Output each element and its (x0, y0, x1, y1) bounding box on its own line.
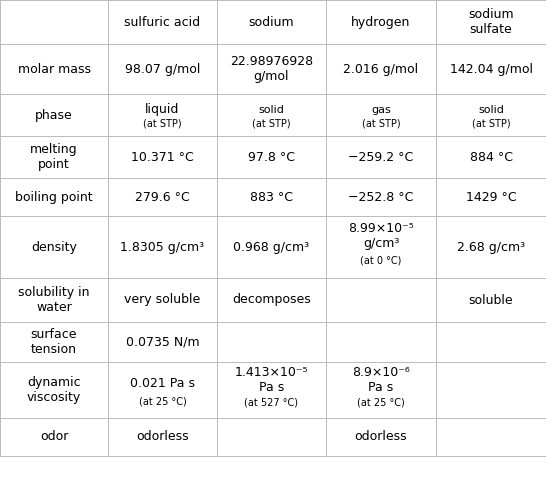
Text: 97.8 °C: 97.8 °C (248, 151, 295, 164)
Text: 98.07 g/mol: 98.07 g/mol (125, 63, 200, 76)
Text: (at STP): (at STP) (361, 119, 400, 128)
Text: soluble: soluble (468, 293, 513, 306)
Text: (at 527 °C): (at 527 °C) (245, 397, 299, 408)
Text: hydrogen: hydrogen (351, 15, 411, 29)
Text: 8.9×10⁻⁶
Pa s: 8.9×10⁻⁶ Pa s (352, 366, 410, 394)
Text: 884 °C: 884 °C (470, 151, 513, 164)
Text: −252.8 °C: −252.8 °C (348, 191, 414, 204)
Text: 1429 °C: 1429 °C (466, 191, 517, 204)
Text: 0.0735 N/m: 0.0735 N/m (126, 335, 199, 348)
Text: 2.68 g/cm³: 2.68 g/cm³ (457, 241, 525, 253)
Text: solid: solid (259, 105, 284, 115)
Text: 1.413×10⁻⁵
Pa s: 1.413×10⁻⁵ Pa s (235, 366, 308, 394)
Text: 142.04 g/mol: 142.04 g/mol (449, 63, 532, 76)
Text: molar mass: molar mass (17, 63, 91, 76)
Text: −259.2 °C: −259.2 °C (348, 151, 414, 164)
Text: boiling point: boiling point (15, 191, 93, 204)
Text: 1.8305 g/cm³: 1.8305 g/cm³ (121, 241, 205, 253)
Text: (at STP): (at STP) (252, 119, 291, 128)
Text: sodium
sulfate: sodium sulfate (468, 8, 514, 36)
Text: sodium: sodium (248, 15, 294, 29)
Text: 22.98976928
g/mol: 22.98976928 g/mol (230, 55, 313, 83)
Text: 0.968 g/cm³: 0.968 g/cm³ (234, 241, 310, 253)
Text: gas: gas (371, 105, 391, 115)
Text: (at 25 °C): (at 25 °C) (357, 397, 405, 408)
Text: 279.6 °C: 279.6 °C (135, 191, 190, 204)
Text: dynamic
viscosity: dynamic viscosity (27, 376, 81, 404)
Text: 883 °C: 883 °C (250, 191, 293, 204)
Text: 10.371 °C: 10.371 °C (131, 151, 194, 164)
Text: (at STP): (at STP) (472, 119, 511, 128)
Text: odorless: odorless (136, 430, 189, 444)
Text: (at 0 °C): (at 0 °C) (360, 255, 402, 266)
Text: 8.99×10⁻⁵
g/cm³: 8.99×10⁻⁵ g/cm³ (348, 222, 414, 250)
Text: 2.016 g/mol: 2.016 g/mol (343, 63, 419, 76)
Text: 0.021 Pa s: 0.021 Pa s (130, 377, 195, 390)
Text: density: density (31, 241, 77, 253)
Text: odor: odor (40, 430, 68, 444)
Text: decomposes: decomposes (232, 293, 311, 306)
Text: solid: solid (478, 105, 504, 115)
Text: phase: phase (35, 109, 73, 122)
Text: solubility in
water: solubility in water (18, 286, 90, 314)
Text: surface
tension: surface tension (31, 328, 77, 356)
Text: very soluble: very soluble (124, 293, 200, 306)
Text: liquid: liquid (145, 103, 180, 117)
Text: (at STP): (at STP) (143, 119, 182, 128)
Text: melting
point: melting point (30, 143, 78, 171)
Text: (at 25 °C): (at 25 °C) (139, 396, 186, 406)
Text: odorless: odorless (355, 430, 407, 444)
Text: sulfuric acid: sulfuric acid (124, 15, 200, 29)
